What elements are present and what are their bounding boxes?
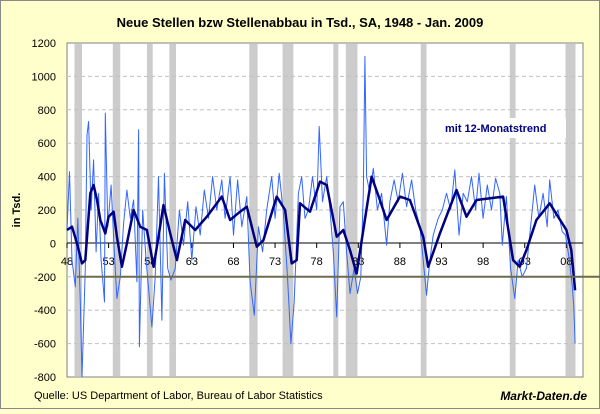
y-tick-labels: 1200 1000 800 600 400 200 0 -200 -400 -600 -800 xyxy=(32,38,56,384)
legend-label-trend: mit 12-Monatstrend xyxy=(445,123,546,135)
x-tick-label: 93 xyxy=(435,256,447,268)
recession-band xyxy=(249,44,258,376)
recession-band xyxy=(74,44,82,376)
y-tick-label: 1000 xyxy=(32,71,56,83)
source-note: Quelle: US Department of Labor, Bureau o… xyxy=(34,390,323,402)
series-line-monthly xyxy=(66,55,576,378)
y-tick-label: 600 xyxy=(38,138,56,150)
x-tick-label: 73 xyxy=(269,256,281,268)
y-tick-label: 400 xyxy=(38,172,56,184)
series-lines xyxy=(66,55,577,378)
x-tick-label: 78 xyxy=(311,256,323,268)
x-tick-label: 68 xyxy=(227,256,239,268)
x-tick-label: 53 xyxy=(102,256,114,268)
y-tick-label: -200 xyxy=(34,272,56,284)
x-tick-label: 88 xyxy=(394,256,406,268)
y-tick-label: -400 xyxy=(34,305,56,317)
y-tick-label: -800 xyxy=(34,372,56,384)
chart-title: Neue Stellen bzw Stellenabbau in Tsd., S… xyxy=(117,15,484,30)
y-tick-label: 0 xyxy=(50,238,56,250)
recession-band xyxy=(565,44,576,376)
y-tick-label: -600 xyxy=(34,339,56,351)
recession-band xyxy=(420,44,427,376)
y-tick-label: 1200 xyxy=(32,38,56,50)
series-line-trend xyxy=(66,175,577,291)
brand-logo: Markt-Daten.de xyxy=(500,389,587,403)
y-tick-label: 800 xyxy=(38,105,56,117)
recession-band xyxy=(509,44,516,376)
x-tick-label: 98 xyxy=(477,256,489,268)
legend-box xyxy=(440,118,566,138)
y-axis-label: in Tsd. xyxy=(11,193,23,228)
recession-band xyxy=(345,44,358,376)
recession-band xyxy=(146,44,153,376)
x-tick-label: 08 xyxy=(560,256,572,268)
y-tick-label: 200 xyxy=(38,205,56,217)
x-tick-label: 48 xyxy=(61,256,73,268)
x-tick-label: 63 xyxy=(186,256,198,268)
